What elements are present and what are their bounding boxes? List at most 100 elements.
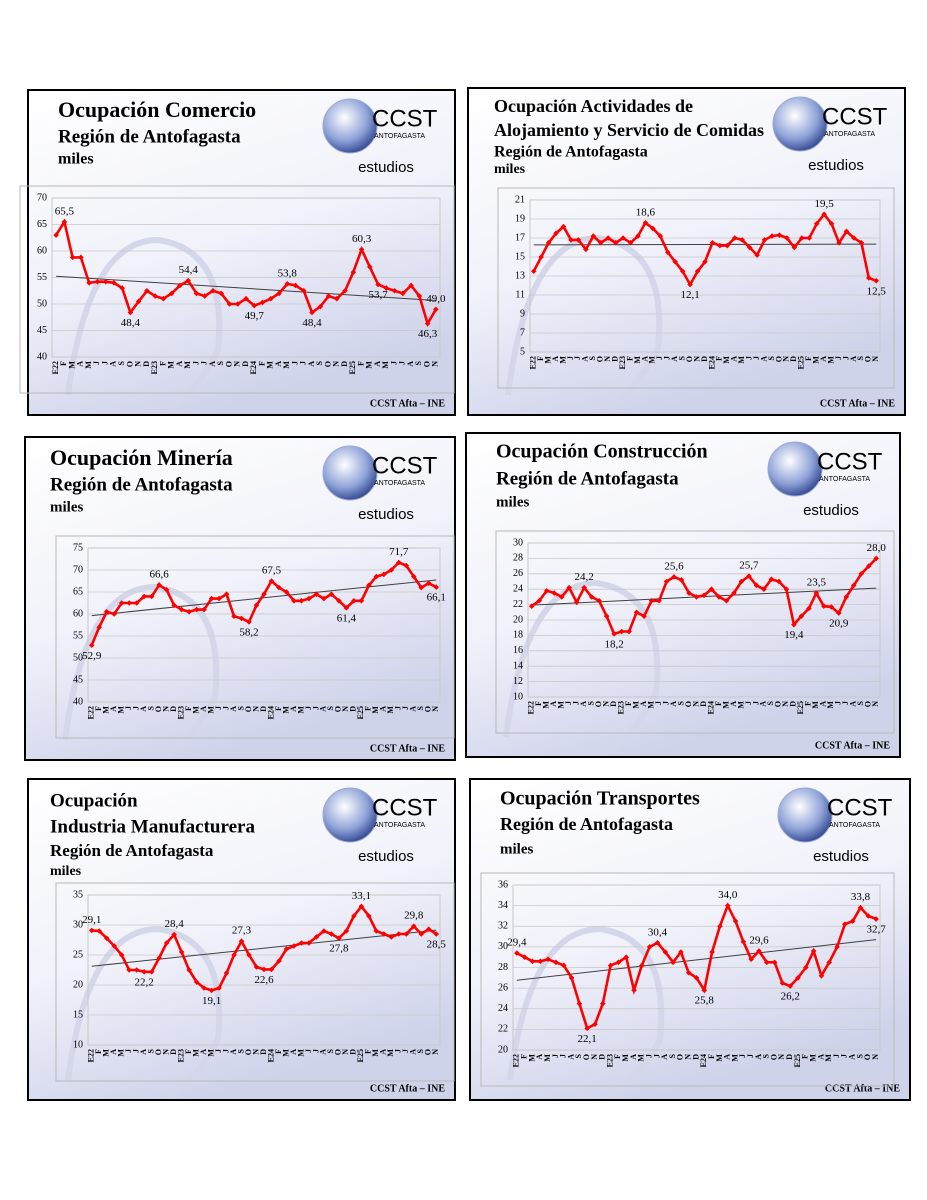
x-tick-label: M bbox=[381, 361, 390, 369]
data-point bbox=[111, 943, 118, 949]
data-point bbox=[858, 239, 865, 246]
x-tick-label: N bbox=[692, 356, 701, 362]
data-label: 28,4 bbox=[165, 918, 185, 930]
data-point bbox=[528, 603, 535, 609]
y-tick-label: 26 bbox=[498, 982, 508, 993]
chart-frame bbox=[19, 185, 455, 394]
x-tick-label: F bbox=[801, 1054, 810, 1059]
data-label: 66,1 bbox=[427, 592, 446, 604]
data-point bbox=[738, 578, 745, 585]
data-point bbox=[568, 975, 575, 981]
x-tick-label: D bbox=[610, 356, 619, 362]
x-tick-label: F bbox=[356, 361, 365, 366]
data-point bbox=[858, 571, 865, 577]
data-point bbox=[210, 287, 216, 294]
source-label: CCST Afta – INE bbox=[815, 740, 890, 751]
x-tick-label: S bbox=[117, 360, 126, 365]
data-point bbox=[317, 303, 324, 310]
x-tick-label: S bbox=[414, 360, 423, 365]
data-point bbox=[168, 290, 175, 297]
x-tick-label: O bbox=[334, 1049, 343, 1055]
x-tick-label: A bbox=[849, 701, 858, 707]
chart-title: Ocupación Minería bbox=[50, 445, 233, 470]
data-point bbox=[588, 594, 595, 600]
x-tick-label: M bbox=[527, 1054, 536, 1062]
x-tick-label: M bbox=[811, 701, 820, 709]
data-point bbox=[111, 280, 117, 286]
data-label: 61,4 bbox=[337, 612, 357, 624]
data-point bbox=[740, 938, 747, 945]
x-tick-label: E25 bbox=[796, 701, 805, 714]
x-tick-label: M bbox=[721, 701, 730, 709]
data-point bbox=[118, 952, 125, 958]
data-point bbox=[576, 1000, 583, 1007]
y-tick-label: 15 bbox=[73, 1009, 83, 1020]
x-tick-label: J bbox=[394, 1049, 403, 1053]
x-tick-label: O bbox=[323, 361, 332, 367]
data-point bbox=[246, 952, 252, 958]
data-point bbox=[836, 610, 842, 616]
data-point bbox=[553, 959, 559, 966]
x-tick-label: A bbox=[139, 1049, 148, 1055]
y-tick-label: 7 bbox=[520, 327, 525, 338]
x-tick-label: M bbox=[631, 701, 640, 709]
x-tick-label: D bbox=[349, 1049, 358, 1055]
chart-frame bbox=[497, 187, 895, 389]
data-point bbox=[284, 281, 291, 287]
data-label: 27,3 bbox=[232, 925, 252, 937]
chart-frame bbox=[55, 535, 455, 739]
data-point bbox=[521, 954, 528, 960]
y-tick-label: 30 bbox=[498, 941, 508, 952]
x-tick-label: D bbox=[169, 706, 178, 712]
data-point bbox=[776, 578, 782, 585]
x-tick-label: M bbox=[737, 356, 746, 364]
data-point bbox=[358, 246, 365, 253]
x-tick-label: S bbox=[856, 700, 865, 705]
y-tick-label: 12 bbox=[513, 676, 523, 687]
data-point bbox=[803, 964, 809, 971]
data-point bbox=[748, 956, 754, 963]
data-point bbox=[178, 949, 185, 955]
x-tick-label: E22 bbox=[527, 701, 536, 714]
x-tick-label: N bbox=[871, 1054, 880, 1060]
x-tick-label: M bbox=[648, 356, 657, 364]
x-tick-label: D bbox=[169, 1049, 178, 1055]
data-point bbox=[276, 584, 282, 591]
logo-tag: estudios bbox=[803, 502, 859, 519]
x-tick-label: E25 bbox=[348, 361, 357, 374]
source-label: CCST Afta – INE bbox=[825, 1083, 900, 1094]
y-tick-label: 32 bbox=[498, 921, 508, 932]
logo-place: ANTOFAGASTA bbox=[374, 133, 425, 140]
data-point bbox=[685, 969, 692, 976]
x-tick-label: M bbox=[371, 1049, 380, 1057]
data-point bbox=[612, 239, 619, 246]
logo-place: ANTOFAGASTA bbox=[374, 480, 425, 487]
y-tick-label: 15 bbox=[515, 251, 525, 262]
data-point bbox=[313, 934, 320, 940]
x-tick-label: J bbox=[124, 706, 133, 710]
x-tick-label: J bbox=[644, 1054, 653, 1058]
data-point bbox=[768, 576, 775, 582]
x-tick-label: E22 bbox=[87, 706, 96, 719]
logo-name: CCST bbox=[372, 452, 438, 479]
x-tick-label: J bbox=[389, 361, 398, 365]
x-tick-label: M bbox=[824, 1054, 833, 1062]
x-tick-label: J bbox=[132, 706, 141, 710]
x-tick-label: J bbox=[654, 701, 663, 705]
x-tick-label: F bbox=[534, 701, 543, 706]
watermark bbox=[505, 234, 663, 413]
data-point bbox=[246, 619, 252, 625]
x-tick-label: M bbox=[637, 1054, 646, 1062]
y-tick-label: 22 bbox=[513, 599, 523, 610]
data-point bbox=[231, 952, 237, 958]
y-tick-label: 9 bbox=[520, 308, 525, 319]
data-label: 53,8 bbox=[278, 267, 298, 279]
data-point bbox=[618, 628, 625, 635]
data-point bbox=[306, 940, 312, 946]
data-point bbox=[693, 594, 700, 600]
watermark bbox=[65, 925, 223, 1098]
y-tick-label: 36 bbox=[498, 879, 508, 890]
data-point bbox=[61, 219, 68, 225]
data-point bbox=[573, 599, 580, 606]
panel-background bbox=[469, 778, 911, 1101]
